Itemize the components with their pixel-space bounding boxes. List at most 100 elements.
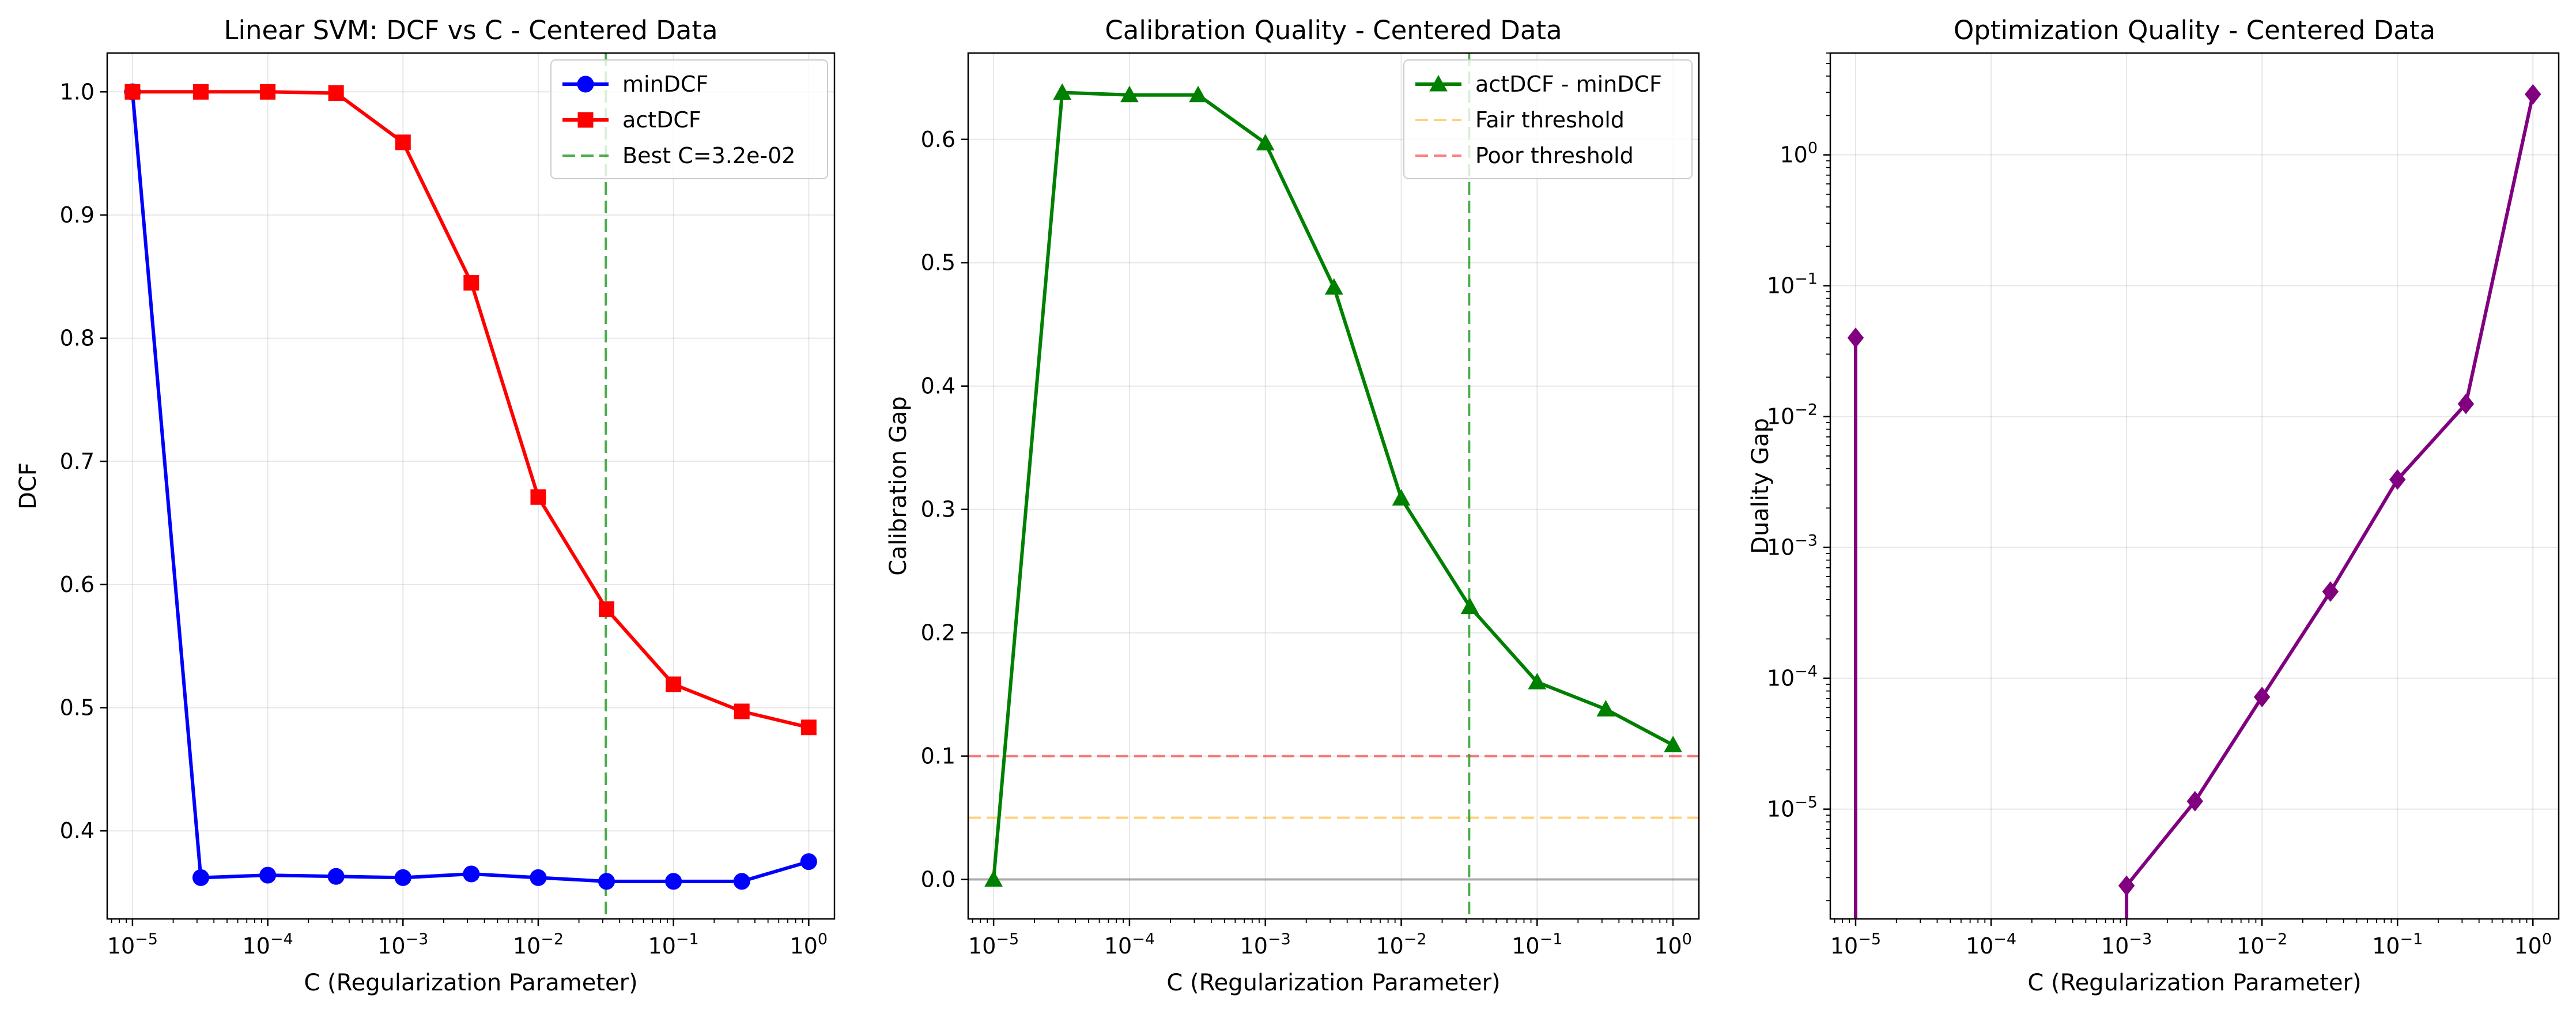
data-point <box>395 134 411 150</box>
x-tick-label: 10−3 <box>2101 930 2152 959</box>
series-line <box>2125 94 2535 887</box>
y-tick-label: 0.8 <box>60 326 95 351</box>
data-point <box>2389 469 2406 490</box>
x-tick-label: 10−5 <box>1830 930 1881 959</box>
legend-marker <box>1429 74 1448 92</box>
axes-frame <box>967 52 1700 920</box>
y-tick-label: 10−1 <box>1767 270 1818 299</box>
y-tick-label: 1.0 <box>60 79 95 104</box>
chart-3: 10−5 10−4 10−3 10−2 10−1 100 10−5 10−4 10−3 10−2 1… <box>1747 15 2560 996</box>
data-point <box>2525 84 2541 105</box>
y-tick-label: 0.9 <box>60 202 95 228</box>
y-axis-label: Duality Gap <box>1747 418 1774 554</box>
y-tick-label: 0.6 <box>60 572 95 597</box>
y-tick-label: 0.6 <box>921 127 955 152</box>
data-point <box>1324 278 1343 295</box>
data-point <box>124 84 141 100</box>
y-tick-label: 0.1 <box>921 744 955 769</box>
data-point <box>666 676 682 692</box>
data-point <box>1053 83 1072 100</box>
data-point <box>1256 134 1275 150</box>
data-point <box>192 84 209 100</box>
chart-title: Calibration Quality - Centered Data <box>1105 15 1562 46</box>
y-axis-label: Calibration Gap <box>885 396 912 575</box>
grid <box>107 53 834 919</box>
data-point <box>733 873 750 890</box>
x-tick-label: 100 <box>790 930 828 959</box>
data-point <box>2186 791 2204 812</box>
axes-frame <box>1829 52 2560 920</box>
data-point <box>530 489 546 505</box>
x-tick-label: 10−5 <box>968 930 1019 959</box>
x-tick-label: 10−3 <box>377 930 428 959</box>
data-point <box>984 870 1003 887</box>
y-axis-label: DCF <box>15 462 41 510</box>
data-point <box>598 873 615 890</box>
series-line <box>992 91 1674 880</box>
y-tick-label: 0.0 <box>921 867 955 892</box>
y-tick-label: 0.4 <box>60 818 95 843</box>
x-tick-label: 10−4 <box>1966 930 2016 959</box>
data-point <box>599 601 615 617</box>
x-tick-label: 10−4 <box>243 930 293 959</box>
legend-marker <box>577 112 594 128</box>
y-tick-label: 0.5 <box>60 695 95 721</box>
chart-1: 10−5 10−4 10−3 10−2 10−1 100 0.4 0.5 0.6 0.7 0.8 0.… <box>15 15 836 996</box>
series-line <box>132 90 810 729</box>
plot-area <box>124 53 817 919</box>
data-point <box>2457 393 2475 414</box>
chart-2: 10−5 10−4 10−3 10−2 10−1 100 0.0 0.1 0.2 0.3 0.4 0.… <box>885 15 1700 996</box>
series-actdcf-mindcf <box>984 83 1682 887</box>
data-point <box>1596 700 1615 717</box>
legend-label: actDCF - minDCF <box>1475 71 1662 97</box>
plot-area <box>1847 84 2541 919</box>
x-axis-label: C (Regularization Parameter) <box>2027 970 2361 996</box>
y-tick-label: 10−5 <box>1767 794 1818 822</box>
data-point <box>530 869 547 886</box>
data-point <box>259 866 277 884</box>
legend-label: actDCF <box>622 107 701 133</box>
data-point <box>1847 327 1864 348</box>
y-tick-label: 0.3 <box>921 497 955 522</box>
x-tick-label: 100 <box>1654 930 1692 959</box>
x-tick-label: 10−4 <box>1104 930 1155 959</box>
x-tick-label: 10−3 <box>1240 930 1291 959</box>
legend-marker <box>577 76 594 93</box>
x-tick-label: 100 <box>2514 930 2552 959</box>
y-tick-label: 10−4 <box>1767 663 1818 691</box>
legend: minDCF actDCF Best C=3.2e-02 <box>550 59 828 179</box>
legend-frame <box>550 59 828 179</box>
grid <box>1830 53 2559 919</box>
x-tick-label: 10−1 <box>648 930 699 959</box>
data-point <box>328 85 344 101</box>
data-point <box>327 868 345 885</box>
y-tick-label: 0.4 <box>921 374 955 399</box>
data-point <box>1120 85 1139 103</box>
data-point <box>1664 736 1682 752</box>
y-tick-label: 10−2 <box>1767 401 1818 429</box>
data-point <box>1392 489 1411 506</box>
data-point <box>463 865 480 883</box>
x-tick-label: 10−1 <box>1512 930 1562 959</box>
plot-area <box>968 53 1699 919</box>
data-point <box>734 703 750 719</box>
y-tick-label: 100 <box>1780 140 1818 168</box>
x-tick-label: 10−2 <box>2237 930 2287 959</box>
legend-label: Best C=3.2e-02 <box>622 143 795 168</box>
data-point <box>260 84 276 100</box>
x-tick-label: 10−1 <box>2372 930 2423 959</box>
data-point <box>2322 581 2339 602</box>
data-point <box>665 873 682 890</box>
data-point <box>1460 597 1479 615</box>
legend: actDCF - minDCF Fair threshold Poor thresh… <box>1403 59 1693 179</box>
x-tick-label: 10−5 <box>107 930 158 959</box>
data-point <box>1528 673 1547 689</box>
series-mindcf <box>124 83 817 890</box>
series-duality-gap <box>1847 84 2541 919</box>
data-point <box>800 719 817 736</box>
data-point <box>463 274 479 291</box>
legend-label: minDCF <box>622 71 708 97</box>
data-point <box>1189 85 1207 103</box>
series-line <box>130 92 810 883</box>
